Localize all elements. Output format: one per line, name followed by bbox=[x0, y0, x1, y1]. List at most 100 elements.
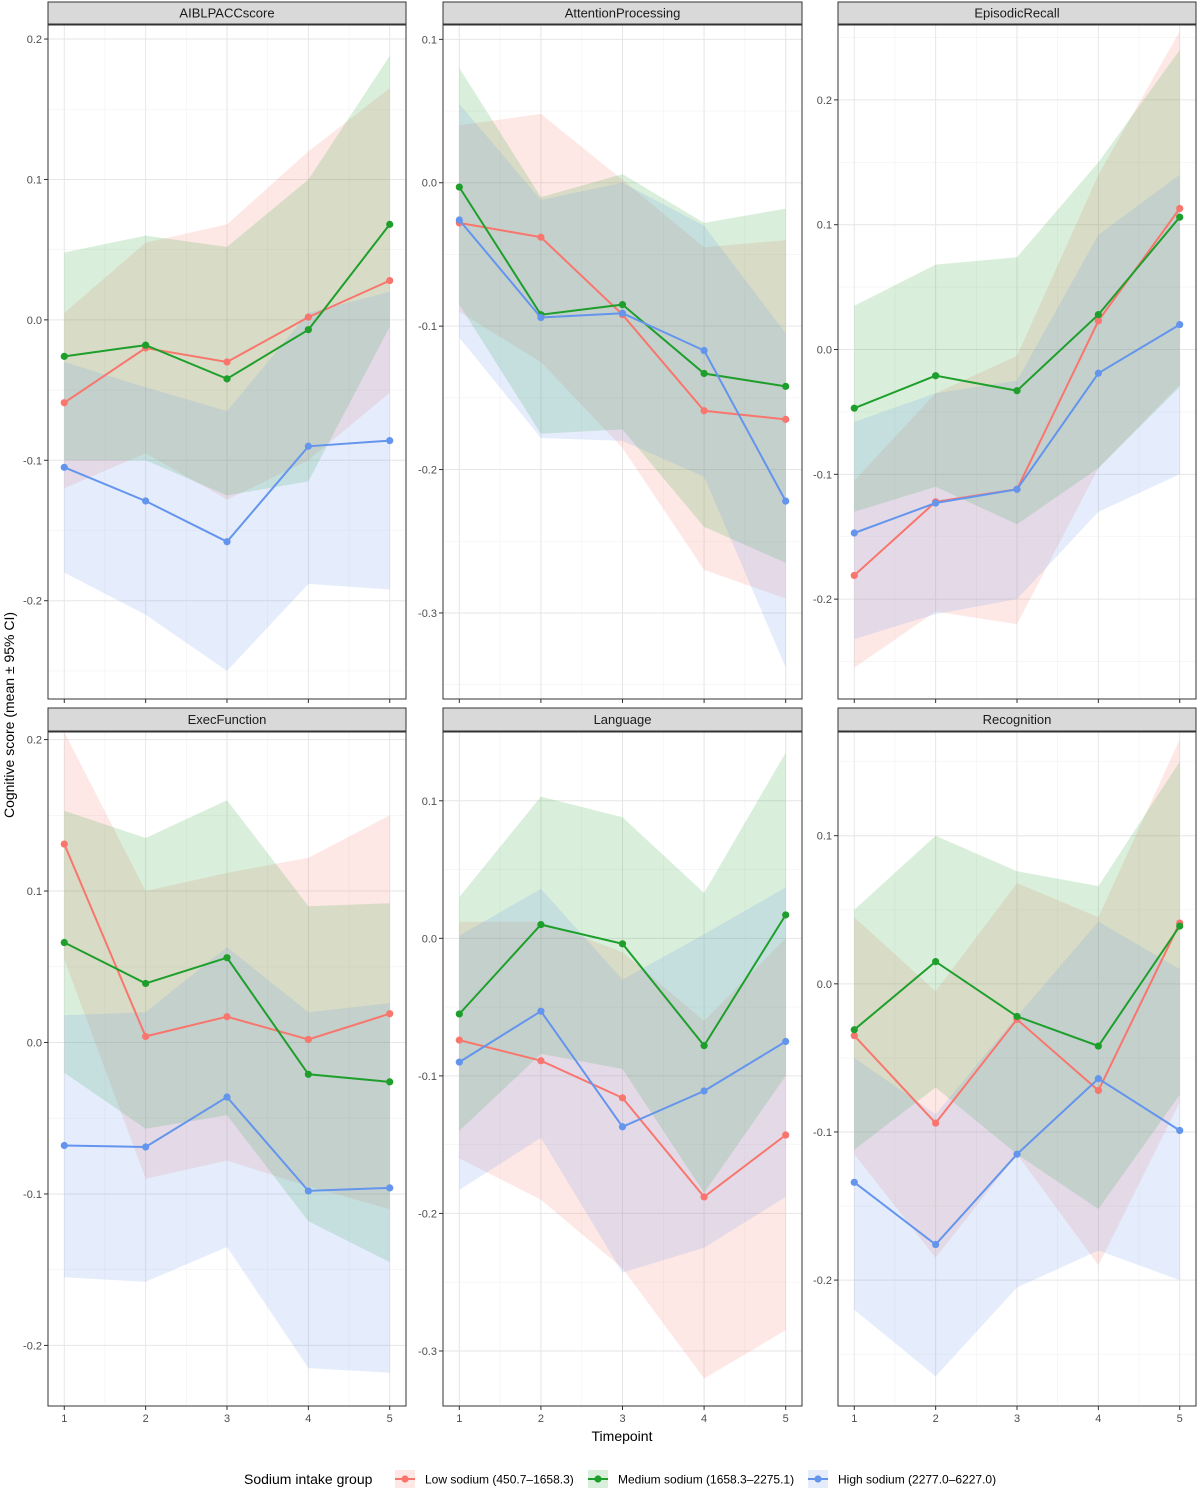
data-point bbox=[782, 1037, 790, 1046]
y-tick-label: 0.0 bbox=[27, 315, 42, 327]
data-point bbox=[618, 1094, 627, 1102]
data-point bbox=[1013, 387, 1021, 395]
x-tick-label: 3 bbox=[1014, 1413, 1020, 1425]
ci-ribbon-1 bbox=[64, 732, 390, 1210]
data-point bbox=[142, 979, 150, 988]
data-point bbox=[932, 372, 940, 380]
data-point bbox=[850, 1178, 858, 1186]
data-point bbox=[1094, 317, 1102, 325]
data-point bbox=[537, 1057, 545, 1065]
y-tick-label: 0.1 bbox=[422, 796, 437, 808]
data-point bbox=[537, 313, 545, 322]
data-point bbox=[142, 1143, 150, 1151]
data-point bbox=[455, 1058, 463, 1066]
legend-key-point bbox=[814, 1475, 822, 1483]
y-tick-label: 0.2 bbox=[27, 34, 42, 46]
data-point bbox=[782, 415, 790, 423]
data-point bbox=[1013, 485, 1021, 493]
data-point bbox=[1094, 310, 1102, 319]
x-tick-label: 5 bbox=[1177, 1413, 1183, 1425]
data-point bbox=[60, 399, 68, 407]
data-point bbox=[304, 313, 312, 321]
data-point bbox=[386, 1010, 394, 1018]
x-tick-label: 3 bbox=[224, 1413, 230, 1425]
ci-ribbon-2 bbox=[459, 752, 786, 1193]
data-point bbox=[618, 940, 627, 948]
y-tick-label: -0.1 bbox=[23, 455, 42, 467]
facet-strip bbox=[442, 707, 803, 732]
data-point bbox=[618, 309, 627, 317]
y-tick-label: -0.1 bbox=[418, 1071, 437, 1083]
data-point bbox=[932, 1119, 940, 1127]
data-point bbox=[850, 404, 858, 412]
data-point bbox=[700, 346, 708, 355]
data-point bbox=[223, 1013, 231, 1021]
data-point bbox=[1176, 320, 1184, 329]
y-axis-title: Cognitive score (mean ± 95% CI) bbox=[1, 612, 17, 818]
facet-strip bbox=[837, 707, 1197, 732]
data-point bbox=[455, 1010, 463, 1018]
data-point bbox=[1176, 204, 1184, 213]
plot-area bbox=[850, 31, 1184, 668]
ci-ribbon-3 bbox=[854, 174, 1180, 640]
ci-ribbon-2 bbox=[64, 800, 390, 1263]
data-point bbox=[700, 1087, 708, 1095]
facet-Language: Language -0.3 -0.2 -0.1 0.0 0.1 1 2 3 4 5 bbox=[418, 707, 803, 1425]
legend-entry-label: High sodium (2277.0–6227.0) bbox=[838, 1473, 996, 1487]
data-point bbox=[782, 911, 790, 919]
data-point bbox=[386, 1184, 394, 1192]
facet-strip-label: AIBLPACCscore bbox=[179, 6, 274, 21]
data-point bbox=[60, 1141, 68, 1150]
y-tick-label: 0.0 bbox=[27, 1037, 42, 1049]
ci-ribbon-1 bbox=[64, 88, 390, 500]
legend: Sodium intake group Low sodium (450.7–16… bbox=[244, 1470, 996, 1488]
plot-area bbox=[60, 732, 394, 1373]
data-point bbox=[618, 301, 627, 309]
x-tick-label: 5 bbox=[387, 1413, 393, 1425]
ci-ribbon-2 bbox=[854, 761, 1180, 1209]
y-tick-label: -0.2 bbox=[23, 1340, 42, 1352]
data-point bbox=[386, 437, 394, 445]
ci-ribbon-3 bbox=[459, 887, 786, 1273]
ci-ribbon-3 bbox=[459, 103, 786, 668]
ci-ribbon-2 bbox=[64, 55, 390, 496]
data-point bbox=[142, 497, 150, 505]
y-tick-label: 0.0 bbox=[422, 933, 437, 945]
data-point bbox=[60, 352, 68, 360]
data-point bbox=[932, 499, 940, 507]
ci-ribbon-3 bbox=[854, 921, 1180, 1377]
y-tick-label: 0.0 bbox=[817, 979, 832, 991]
data-point bbox=[60, 938, 68, 947]
plot-area bbox=[60, 55, 394, 671]
y-tick-label: 0.1 bbox=[27, 174, 42, 186]
data-point bbox=[850, 1032, 858, 1040]
data-point bbox=[1094, 1086, 1102, 1095]
data-point bbox=[304, 1035, 312, 1044]
data-point bbox=[850, 529, 858, 537]
data-point bbox=[700, 407, 708, 415]
data-point bbox=[455, 183, 463, 191]
data-point bbox=[700, 1193, 708, 1201]
facet-strip bbox=[837, 1, 1197, 25]
data-point bbox=[386, 276, 394, 285]
data-point bbox=[304, 326, 312, 334]
ci-ribbon-2 bbox=[854, 50, 1180, 525]
x-tick-label: 2 bbox=[143, 1413, 149, 1425]
plot-area bbox=[850, 739, 1184, 1377]
data-point bbox=[1176, 213, 1184, 221]
y-tick-label: 0.1 bbox=[817, 831, 832, 843]
data-point bbox=[1094, 1042, 1102, 1050]
data-point bbox=[850, 1026, 858, 1034]
y-tick-label: -0.2 bbox=[813, 594, 832, 606]
data-point bbox=[304, 1070, 312, 1078]
data-point bbox=[1094, 369, 1102, 377]
x-axis-title: Timepoint bbox=[592, 1428, 653, 1444]
data-point bbox=[537, 233, 545, 241]
y-tick-label: 0.1 bbox=[27, 886, 42, 898]
legend-entry-label: Medium sodium (1658.3–2275.1) bbox=[618, 1473, 794, 1487]
legend-entry-label: Low sodium (450.7–1658.3) bbox=[425, 1473, 574, 1487]
y-tick-label: -0.1 bbox=[813, 469, 832, 481]
y-tick-label: -0.1 bbox=[418, 321, 437, 333]
